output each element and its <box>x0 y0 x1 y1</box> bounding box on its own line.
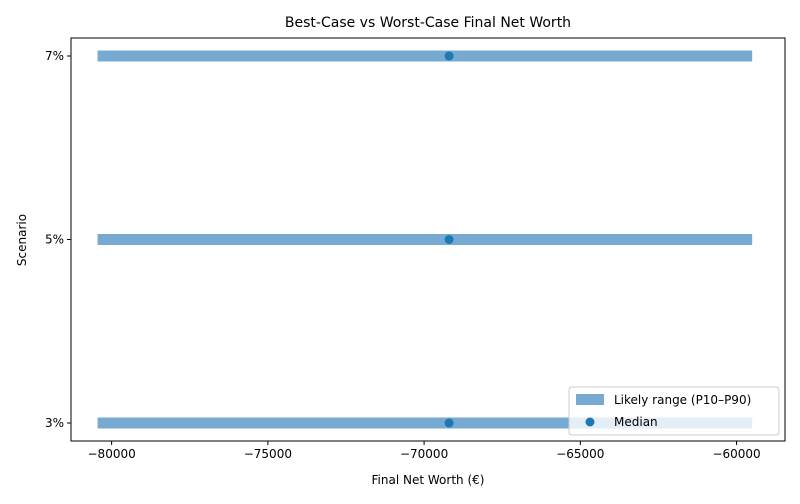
x-tick-label: −75000 <box>244 447 292 461</box>
x-axis-label: Final Net Worth (€) <box>372 473 485 487</box>
chart-title: Best-Case vs Worst-Case Final Net Worth <box>285 15 571 31</box>
range-bar-3pct <box>97 417 753 429</box>
median-point-3pct <box>444 418 454 428</box>
x-axis: −80000 −75000 −70000 −65000 −60000 <box>88 441 761 461</box>
plot-area <box>97 50 753 429</box>
legend-frame <box>568 386 780 436</box>
legend: Likely range (P10–P90) Median <box>568 386 780 436</box>
legend-median-label: Median <box>614 415 658 429</box>
x-tick-label: −60000 <box>712 447 760 461</box>
median-point-7pct <box>444 51 454 61</box>
x-tick-label: −70000 <box>400 447 448 461</box>
y-tick-label: 3% <box>45 416 64 430</box>
y-tick-label: 5% <box>45 233 64 247</box>
x-tick-label: −65000 <box>556 447 604 461</box>
y-axis: 3% 5% 7% <box>45 49 71 430</box>
legend-median-swatch <box>585 417 595 427</box>
range-bar-5pct <box>97 234 753 245</box>
legend-range-label: Likely range (P10–P90) <box>614 393 751 407</box>
y-axis-label: Scenario <box>15 214 29 266</box>
x-tick-label: −80000 <box>88 447 136 461</box>
median-point-5pct <box>444 235 454 244</box>
y-tick-label: 7% <box>45 49 64 63</box>
legend-range-swatch <box>576 394 604 405</box>
range-bar-7pct <box>97 50 753 62</box>
